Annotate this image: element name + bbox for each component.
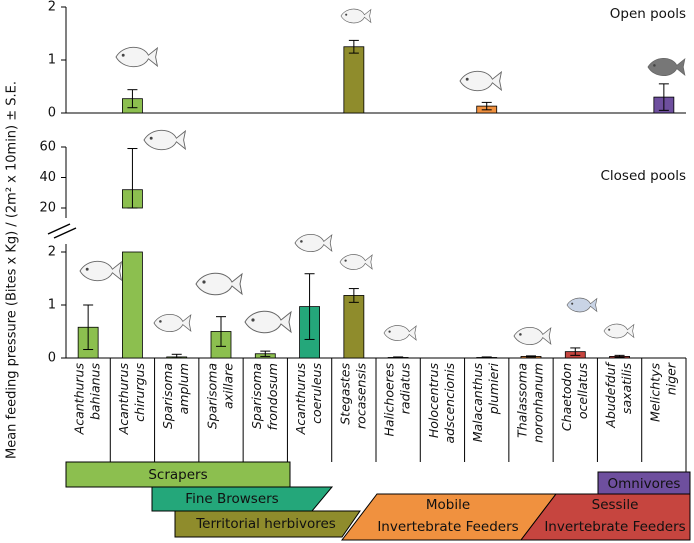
fish-eye: [202, 280, 206, 284]
fish-eye: [608, 328, 611, 331]
panel-title: Closed pools: [600, 168, 686, 184]
fish-body: [339, 254, 373, 270]
fish-body: [513, 327, 552, 345]
group-label: Omnivores: [608, 476, 681, 492]
category-label: rocasensis: [353, 363, 368, 429]
y-tick-label: 40: [39, 170, 56, 185]
fish-eye: [465, 77, 469, 81]
fish-eye: [85, 267, 89, 271]
fish-eye: [344, 259, 347, 262]
category-label: noronhanum: [531, 363, 546, 443]
group-label: Mobile: [426, 497, 470, 513]
axis-break: [47, 223, 77, 239]
fish-eye: [653, 64, 656, 67]
fish-body: [340, 8, 372, 24]
fish-icon: [513, 327, 552, 345]
category-label: Chaetodon: [559, 363, 574, 431]
category-label: bahianus: [88, 363, 103, 420]
category-label: Halichoeres: [382, 363, 397, 437]
category-label: Abudefduf: [603, 361, 618, 428]
bar: [343, 295, 365, 359]
category-label: saxatilis: [619, 363, 634, 415]
category-label: Melichtys: [647, 363, 662, 423]
fish-icon: [459, 70, 503, 92]
group-label: Invertebrate Feeders: [544, 519, 685, 535]
category-label: ocellatus: [575, 363, 590, 420]
fish-eye: [149, 136, 153, 140]
category-label: Sparisoma: [205, 363, 220, 429]
fish-icon: [143, 129, 187, 151]
fish-eye: [571, 302, 574, 305]
fish-body: [143, 129, 187, 151]
category-label: axillare: [221, 363, 236, 409]
y-tick-label: 1: [48, 53, 56, 68]
fish-icon: [603, 323, 635, 339]
y-tick-label: 60: [39, 140, 56, 155]
fish-icon: [647, 58, 686, 76]
category-label: adscencionis: [442, 363, 457, 444]
fish-icon: [294, 234, 333, 252]
category-label: Acanthurus: [116, 363, 131, 436]
fish-icon: [566, 297, 598, 313]
group-shapes: [65, 461, 691, 541]
fish-icon: [383, 325, 417, 341]
fish-icon: [195, 272, 243, 296]
fish-body: [115, 46, 159, 68]
category-label: amplum: [176, 363, 191, 414]
group-label: Sessile: [592, 497, 639, 513]
fish-body: [195, 272, 243, 296]
category-label: Acanthurus: [72, 363, 87, 436]
fish-eye: [345, 13, 348, 16]
category-label: niger: [663, 362, 678, 395]
category-label: Thalassoma: [515, 363, 530, 438]
fish-body: [153, 314, 192, 332]
category-label: Sparisoma: [160, 363, 175, 429]
fish-body: [79, 260, 123, 282]
category-label: Holocentrus: [426, 363, 441, 439]
fish-eye: [388, 330, 391, 333]
panel-title: Open pools: [610, 6, 686, 22]
fish-eye: [300, 240, 303, 243]
category-label: plumieri: [486, 362, 501, 415]
fish-icon: [340, 8, 372, 24]
category-label: Malacanthus: [470, 363, 485, 443]
fish-icon: [339, 254, 373, 270]
fish-body: [294, 234, 333, 252]
fish-body: [459, 70, 503, 92]
category-label: coeruleus: [309, 363, 324, 424]
y-tick-label: 2: [48, 245, 56, 260]
bar: [343, 46, 365, 114]
y-tick-label: 0: [48, 351, 56, 366]
fish-icon: [244, 310, 292, 334]
fish-icon: [79, 260, 123, 282]
category-label: Sparisoma: [249, 363, 264, 429]
category-label: frondosum: [265, 363, 280, 430]
fish-body: [647, 58, 686, 76]
group-label: Invertebrate Feeders: [377, 519, 518, 535]
fish-icon: [115, 46, 159, 68]
category-label: Stegastes: [337, 363, 352, 425]
y-tick-label: 0: [48, 106, 56, 121]
y-tick-label: 2: [48, 0, 56, 15]
fish-eye: [519, 333, 522, 336]
category-label: chirurgus: [132, 363, 147, 422]
group-label: Scrapers: [148, 467, 207, 483]
fish-body: [383, 325, 417, 341]
category-label: radiatus: [398, 363, 413, 415]
bar: [122, 251, 143, 359]
fish-body: [566, 297, 598, 313]
y-tick-label: 20: [39, 201, 56, 216]
group-label: Territorial herbivores: [195, 516, 336, 532]
fish-eye: [121, 53, 125, 57]
group-label: Fine Browsers: [185, 491, 278, 507]
y-axis-label: Mean feeding pressure (Bites x Kg) / (2m…: [5, 81, 20, 459]
fish-eye: [159, 320, 162, 323]
category-label: Acanthurus: [293, 363, 308, 436]
fish-eye: [251, 318, 255, 322]
fish-body: [603, 323, 635, 339]
fish-icon: [153, 314, 192, 332]
y-tick-label: 1: [48, 298, 56, 313]
fish-body: [244, 310, 292, 334]
